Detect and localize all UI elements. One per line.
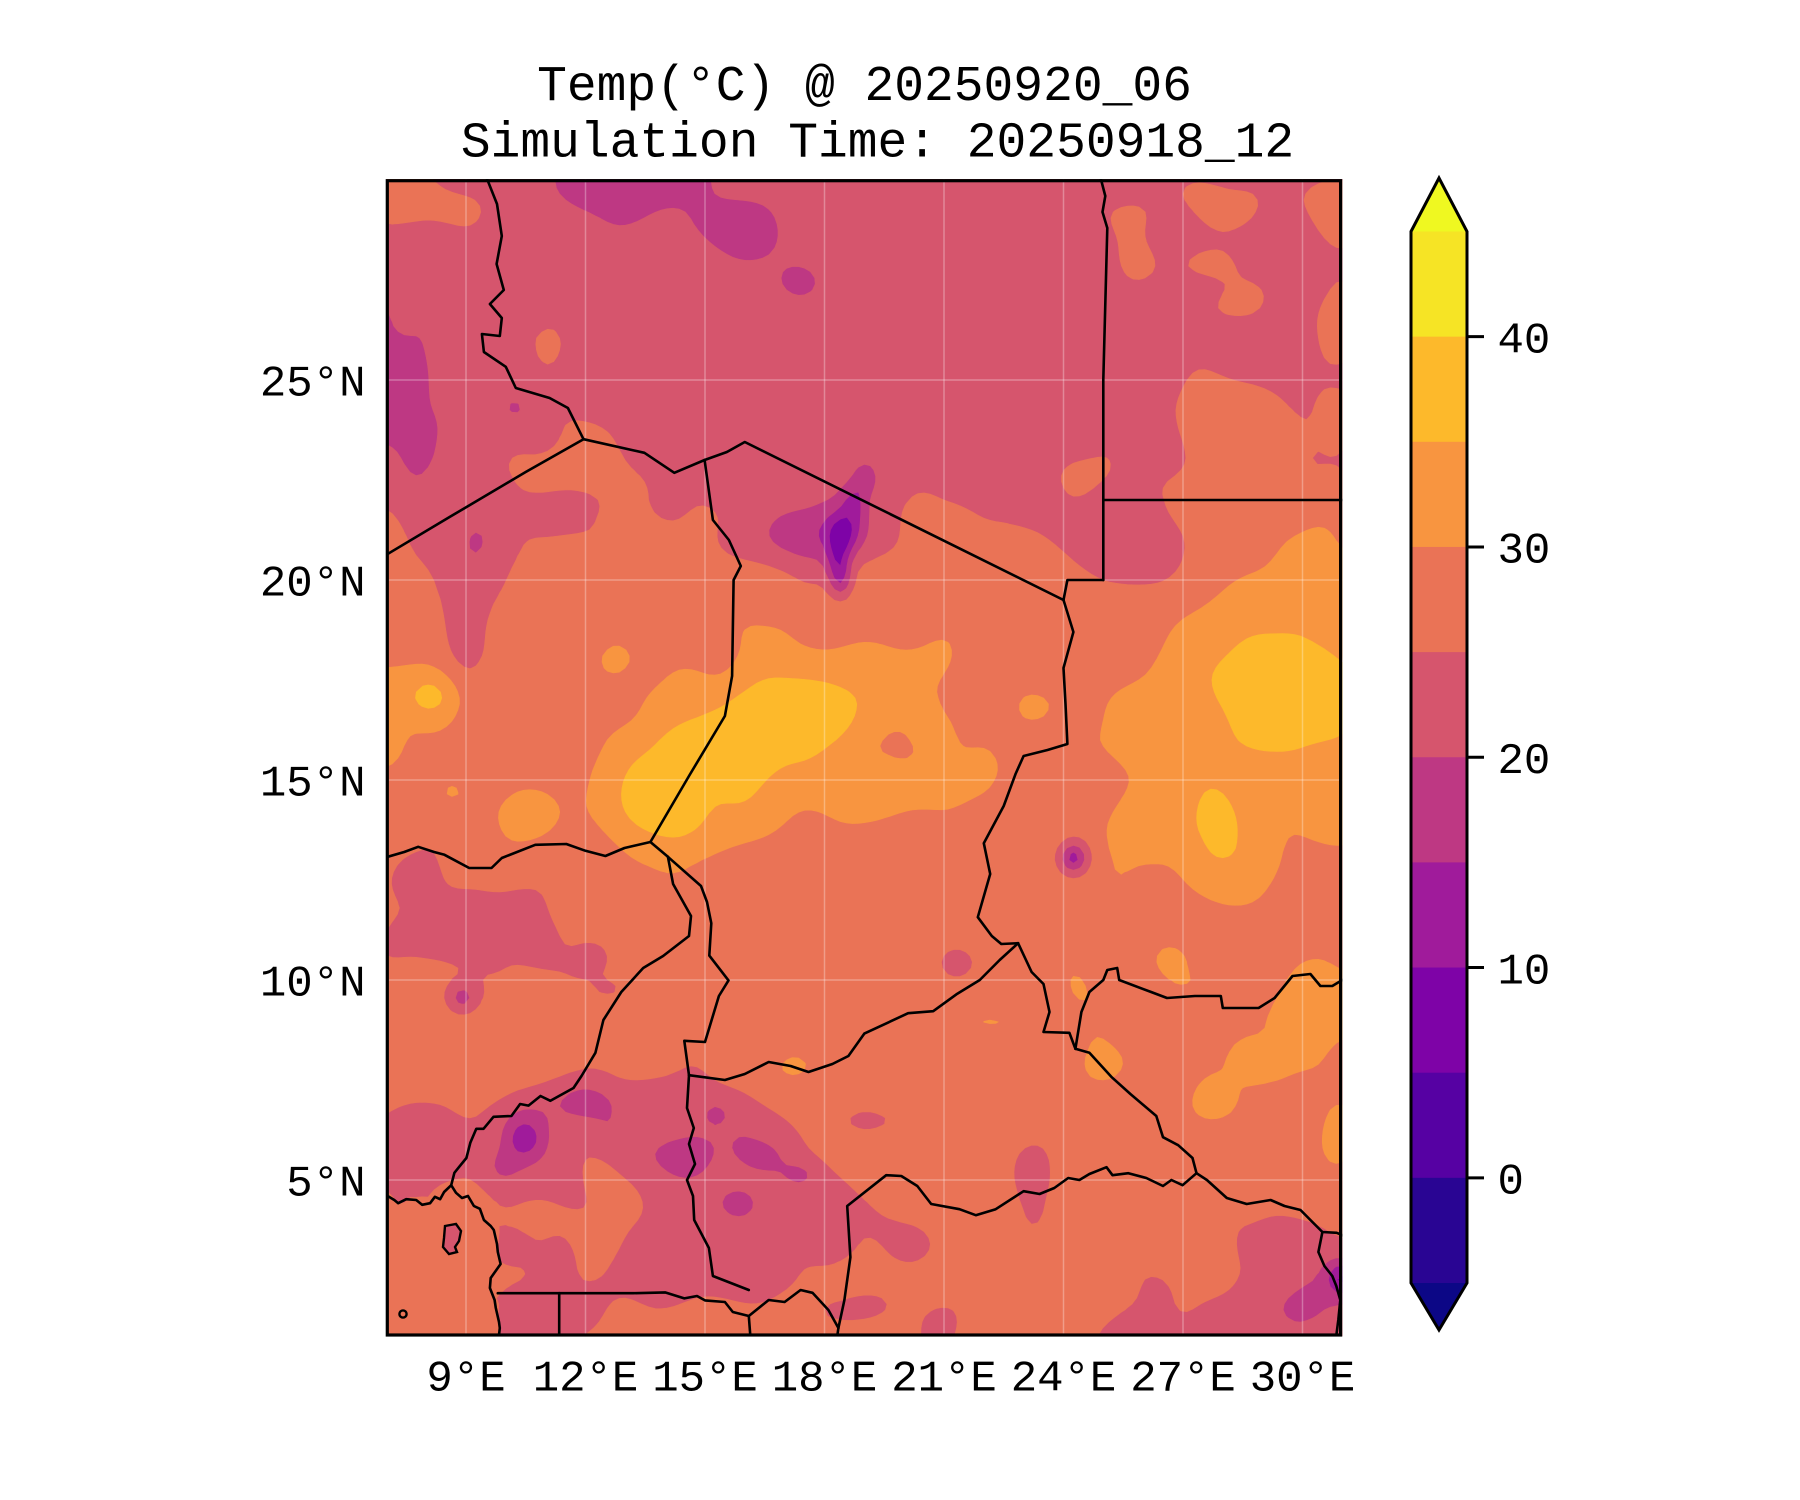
svg-text:10°N: 10°N [260, 960, 366, 1010]
svg-text:24°E: 24°E [1011, 1355, 1117, 1405]
svg-text:Temp(°C) @ 20250920_06: Temp(°C) @ 20250920_06 [537, 59, 1192, 115]
svg-text:18°E: 18°E [772, 1355, 878, 1405]
svg-text:15°E: 15°E [652, 1355, 758, 1405]
svg-text:15°N: 15°N [260, 760, 366, 810]
svg-text:27°E: 27°E [1130, 1355, 1236, 1405]
svg-text:9°E: 9°E [426, 1355, 505, 1405]
svg-text:5°N: 5°N [286, 1160, 365, 1210]
svg-text:30°E: 30°E [1250, 1355, 1356, 1405]
svg-text:25°N: 25°N [260, 360, 366, 410]
svg-text:21°E: 21°E [891, 1355, 997, 1405]
svg-text:Simulation Time: 20250918_12: Simulation Time: 20250918_12 [461, 115, 1294, 171]
svg-text:0: 0 [1498, 1158, 1524, 1208]
svg-text:40: 40 [1498, 316, 1551, 366]
svg-text:10: 10 [1498, 947, 1551, 997]
svg-text:30: 30 [1498, 527, 1551, 577]
svg-text:20°N: 20°N [260, 560, 366, 610]
svg-text:12°E: 12°E [533, 1355, 639, 1405]
svg-text:20: 20 [1498, 737, 1551, 787]
